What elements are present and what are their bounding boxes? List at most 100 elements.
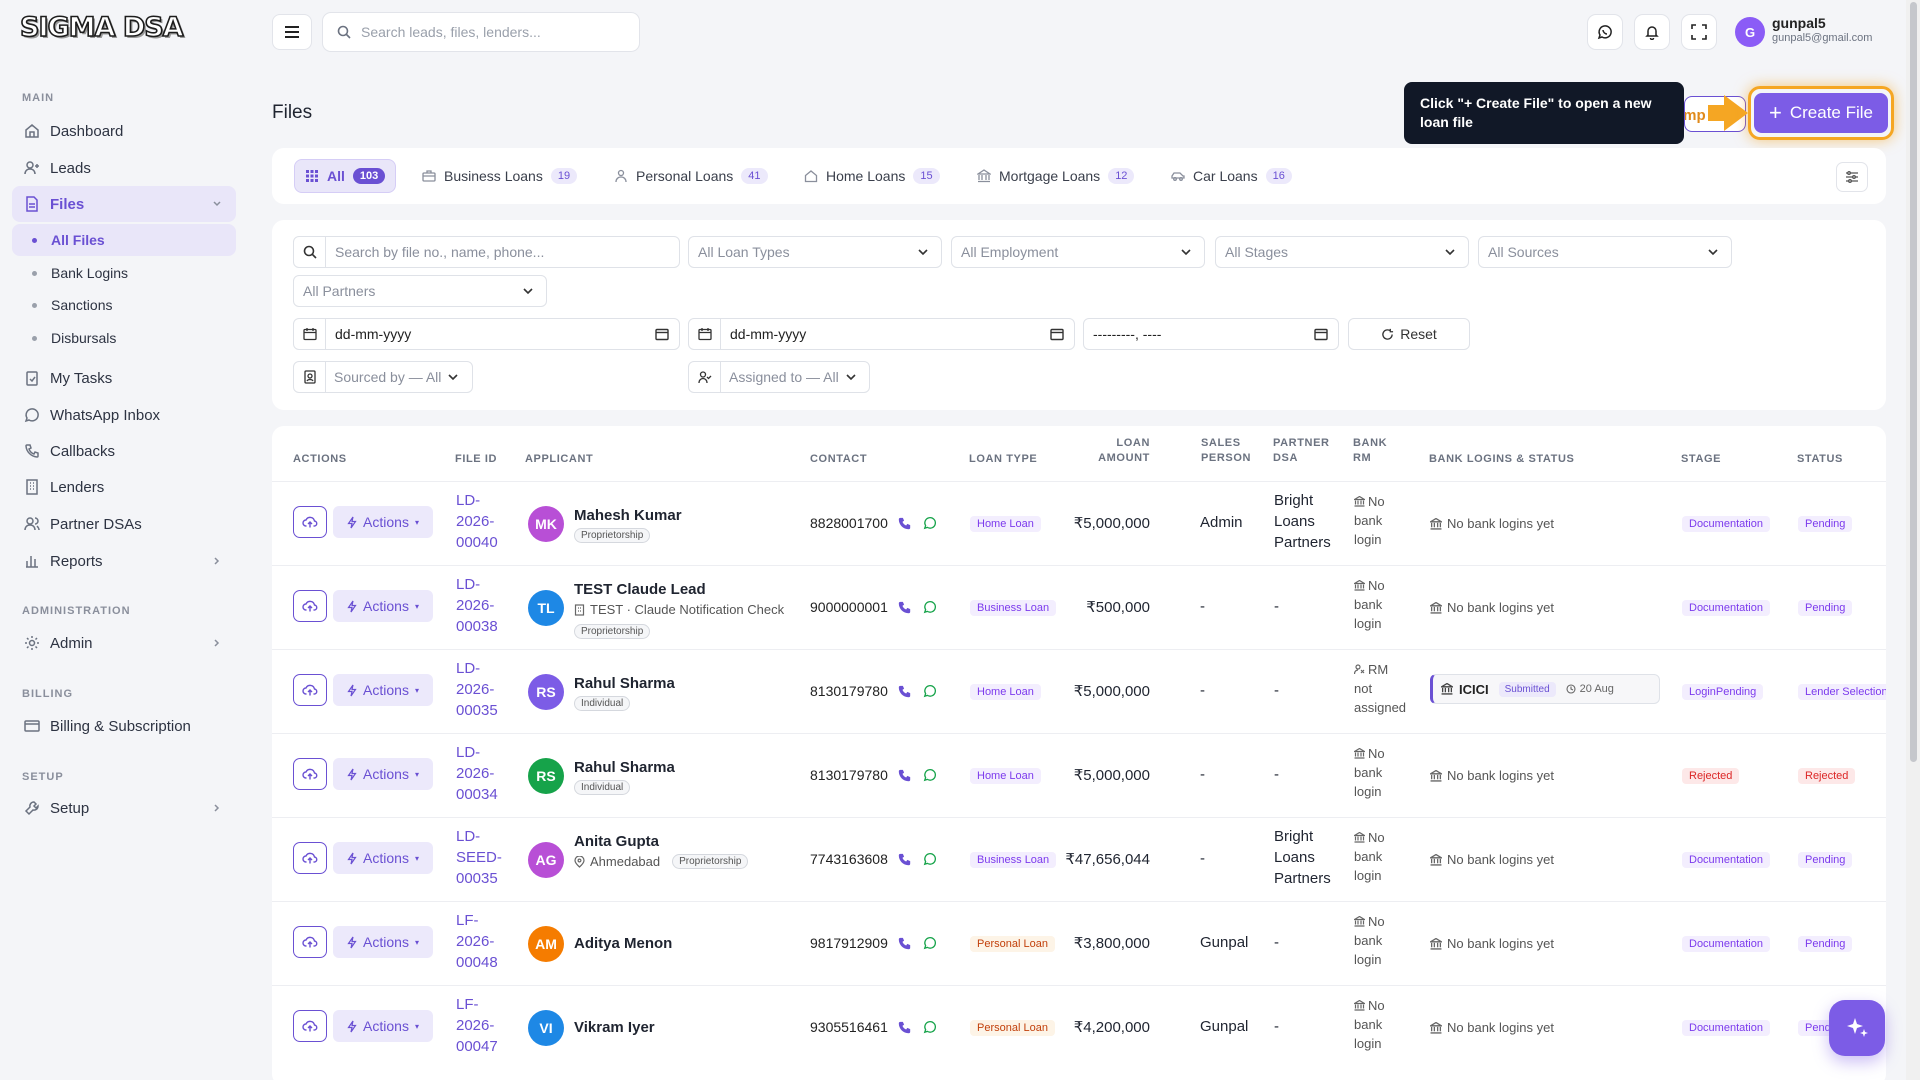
reset-filters-button[interactable]: Reset [1348, 318, 1470, 350]
date-to-input[interactable]: dd-mm-yyyy [688, 318, 1075, 350]
whatsapp-button[interactable] [1587, 14, 1623, 50]
calendar-picker-icon[interactable] [1050, 327, 1064, 341]
file-id-link[interactable]: LF- 2026- 00047 [456, 994, 498, 1057]
actions-dropdown-button[interactable]: Actions ▾ [333, 758, 433, 790]
actions-dropdown-button[interactable]: Actions ▾ [333, 590, 433, 622]
table-row[interactable]: Actions ▾ LF- 2026- 00047 VI Vikram Iyer 930551… [272, 985, 1886, 1069]
upload-button[interactable] [293, 674, 327, 706]
sidebar-item-dashboard[interactable]: Dashboard [12, 113, 236, 149]
fullscreen-button[interactable] [1681, 14, 1717, 50]
menu-toggle-button[interactable] [272, 14, 312, 50]
file-id-link[interactable]: LD- SEED- 00035 [456, 826, 502, 889]
phone-icon[interactable] [898, 937, 911, 950]
sidebar-item-admin[interactable]: Admin [12, 625, 236, 661]
actions-dropdown-button[interactable]: Actions ▾ [333, 842, 433, 874]
upload-button[interactable] [293, 506, 327, 538]
phone-icon[interactable] [898, 601, 911, 614]
upload-button[interactable] [293, 926, 327, 958]
scrollbar-thumb[interactable] [1910, 2, 1917, 762]
assigned-to-select[interactable]: Assigned to — All [721, 369, 857, 385]
stage-select[interactable]: All Stages [1215, 236, 1469, 268]
month-input[interactable]: ---------, ---- [1083, 318, 1339, 350]
employment-select[interactable]: All Employment [951, 236, 1205, 268]
sidebar-item-billing-subscription[interactable]: Billing & Subscription [12, 708, 236, 744]
sidebar-item-files[interactable]: Files [12, 186, 236, 222]
applicant-name[interactable]: Rahul Sharma [574, 675, 675, 692]
table-row[interactable]: Actions ▾ LD- SEED- 00035 AG Anita Gupta Ahmeda… [272, 817, 1886, 901]
phone-icon[interactable] [898, 517, 911, 530]
global-search-input[interactable] [361, 24, 621, 40]
sidebar-item-lenders[interactable]: Lenders [12, 469, 236, 505]
actions-dropdown-button[interactable]: Actions ▾ [333, 926, 433, 958]
tab-personal-loans[interactable]: Personal Loans 41 [604, 159, 778, 193]
tab-mortgage-loans[interactable]: Mortgage Loans 12 [967, 159, 1144, 193]
upload-button[interactable] [293, 758, 327, 790]
phone-icon[interactable] [898, 685, 911, 698]
ai-assistant-button[interactable] [1829, 1000, 1885, 1056]
phone-icon[interactable] [898, 853, 911, 866]
tab-all[interactable]: All 103 [294, 159, 397, 193]
sidebar-item-setup[interactable]: Setup [12, 790, 236, 826]
bank-login-chip[interactable]: ICICI Submitted 20 Aug [1430, 674, 1660, 704]
file-id-link[interactable]: LD- 2026- 00034 [456, 742, 498, 805]
upload-button[interactable] [293, 1010, 327, 1042]
table-row[interactable]: Actions ▾ LD- 2026- 00034 RS Rahul Sharma Indiv… [272, 733, 1886, 817]
user-avatar[interactable]: G [1735, 17, 1765, 47]
phone-icon[interactable] [898, 769, 911, 782]
table-row[interactable]: Actions ▾ LD- 2026- 00040 MK Mahesh Kumar Propr… [272, 481, 1886, 565]
file-id-link[interactable]: LF- 2026- 00048 [456, 910, 498, 973]
notifications-button[interactable] [1634, 14, 1670, 50]
calendar-picker-icon[interactable] [1314, 327, 1328, 341]
create-file-button[interactable]: + Create File [1754, 93, 1888, 133]
whatsapp-icon[interactable] [923, 600, 937, 614]
file-id-link[interactable]: LD- 2026- 00040 [456, 490, 498, 553]
table-row[interactable]: Actions ▾ LD- 2026- 00035 RS Rahul Sharma Indiv… [272, 649, 1886, 733]
sidebar-subitem-all-files[interactable]: All Files [12, 224, 236, 256]
sidebar-item-callbacks[interactable]: Callbacks [12, 433, 236, 469]
sourced-by-filter[interactable]: Sourced by — All [293, 361, 473, 393]
sidebar-subitem-bank-logins[interactable]: Bank Logins [12, 257, 236, 289]
whatsapp-icon[interactable] [923, 684, 937, 698]
sidebar-item-reports[interactable]: Reports [12, 543, 236, 579]
applicant-name[interactable]: Anita Gupta [574, 833, 659, 850]
upload-button[interactable] [293, 590, 327, 622]
sidebar-subitem-sanctions[interactable]: Sanctions [12, 289, 236, 321]
whatsapp-icon[interactable] [923, 936, 937, 950]
sidebar-item-leads[interactable]: Leads [12, 150, 236, 186]
user-name[interactable]: gunpal5 [1772, 15, 1826, 31]
tab-car-loans[interactable]: Car Loans 16 [1161, 159, 1302, 193]
date-from-input[interactable]: dd-mm-yyyy [293, 318, 680, 350]
file-id-link[interactable]: LD- 2026- 00035 [456, 658, 498, 721]
sidebar-subitem-disbursals[interactable]: Disbursals [12, 322, 236, 354]
tab-home-loans[interactable]: Home Loans 15 [794, 159, 950, 193]
sidebar-item-my-tasks[interactable]: My Tasks [12, 360, 236, 396]
file-search-input[interactable]: Search by file no., name, phone... [335, 244, 545, 260]
sidebar-item-partner-dsas[interactable]: Partner DSAs [12, 506, 236, 542]
applicant-name[interactable]: TEST Claude Lead [574, 581, 706, 598]
phone-icon[interactable] [898, 1021, 911, 1034]
applicant-name[interactable]: Vikram Iyer [574, 1019, 655, 1036]
partner-select[interactable]: All Partners [293, 275, 547, 307]
whatsapp-icon[interactable] [923, 1020, 937, 1034]
sidebar-item-whatsapp-inbox[interactable]: WhatsApp Inbox [12, 397, 236, 433]
table-row[interactable]: Actions ▾ LF- 2026- 00048 AM Aditya Menon 98179… [272, 901, 1886, 985]
actions-dropdown-button[interactable]: Actions ▾ [333, 506, 433, 538]
actions-dropdown-button[interactable]: Actions ▾ [333, 1010, 433, 1042]
actions-dropdown-button[interactable]: Actions ▾ [333, 674, 433, 706]
tab-business-loans[interactable]: Business Loans 19 [412, 159, 587, 193]
applicant-name[interactable]: Mahesh Kumar [574, 507, 682, 524]
file-id-link[interactable]: LD- 2026- 00038 [456, 574, 498, 637]
assigned-to-filter[interactable]: Assigned to — All [688, 361, 870, 393]
whatsapp-icon[interactable] [923, 852, 937, 866]
loan-type-select[interactable]: All Loan Types [688, 236, 942, 268]
source-select[interactable]: All Sources [1478, 236, 1732, 268]
applicant-name[interactable]: Rahul Sharma [574, 759, 675, 776]
calendar-picker-icon[interactable] [655, 327, 669, 341]
table-row[interactable]: Actions ▾ LD- 2026- 00038 TL TEST Claude Lead T… [272, 565, 1886, 649]
whatsapp-icon[interactable] [923, 516, 937, 530]
sourced-by-select[interactable]: Sourced by — All [326, 369, 459, 385]
column-settings-button[interactable] [1836, 162, 1868, 192]
applicant-name[interactable]: Aditya Menon [574, 935, 673, 952]
upload-button[interactable] [293, 842, 327, 874]
brand-logo[interactable]: SIGMA DSA [19, 11, 184, 44]
